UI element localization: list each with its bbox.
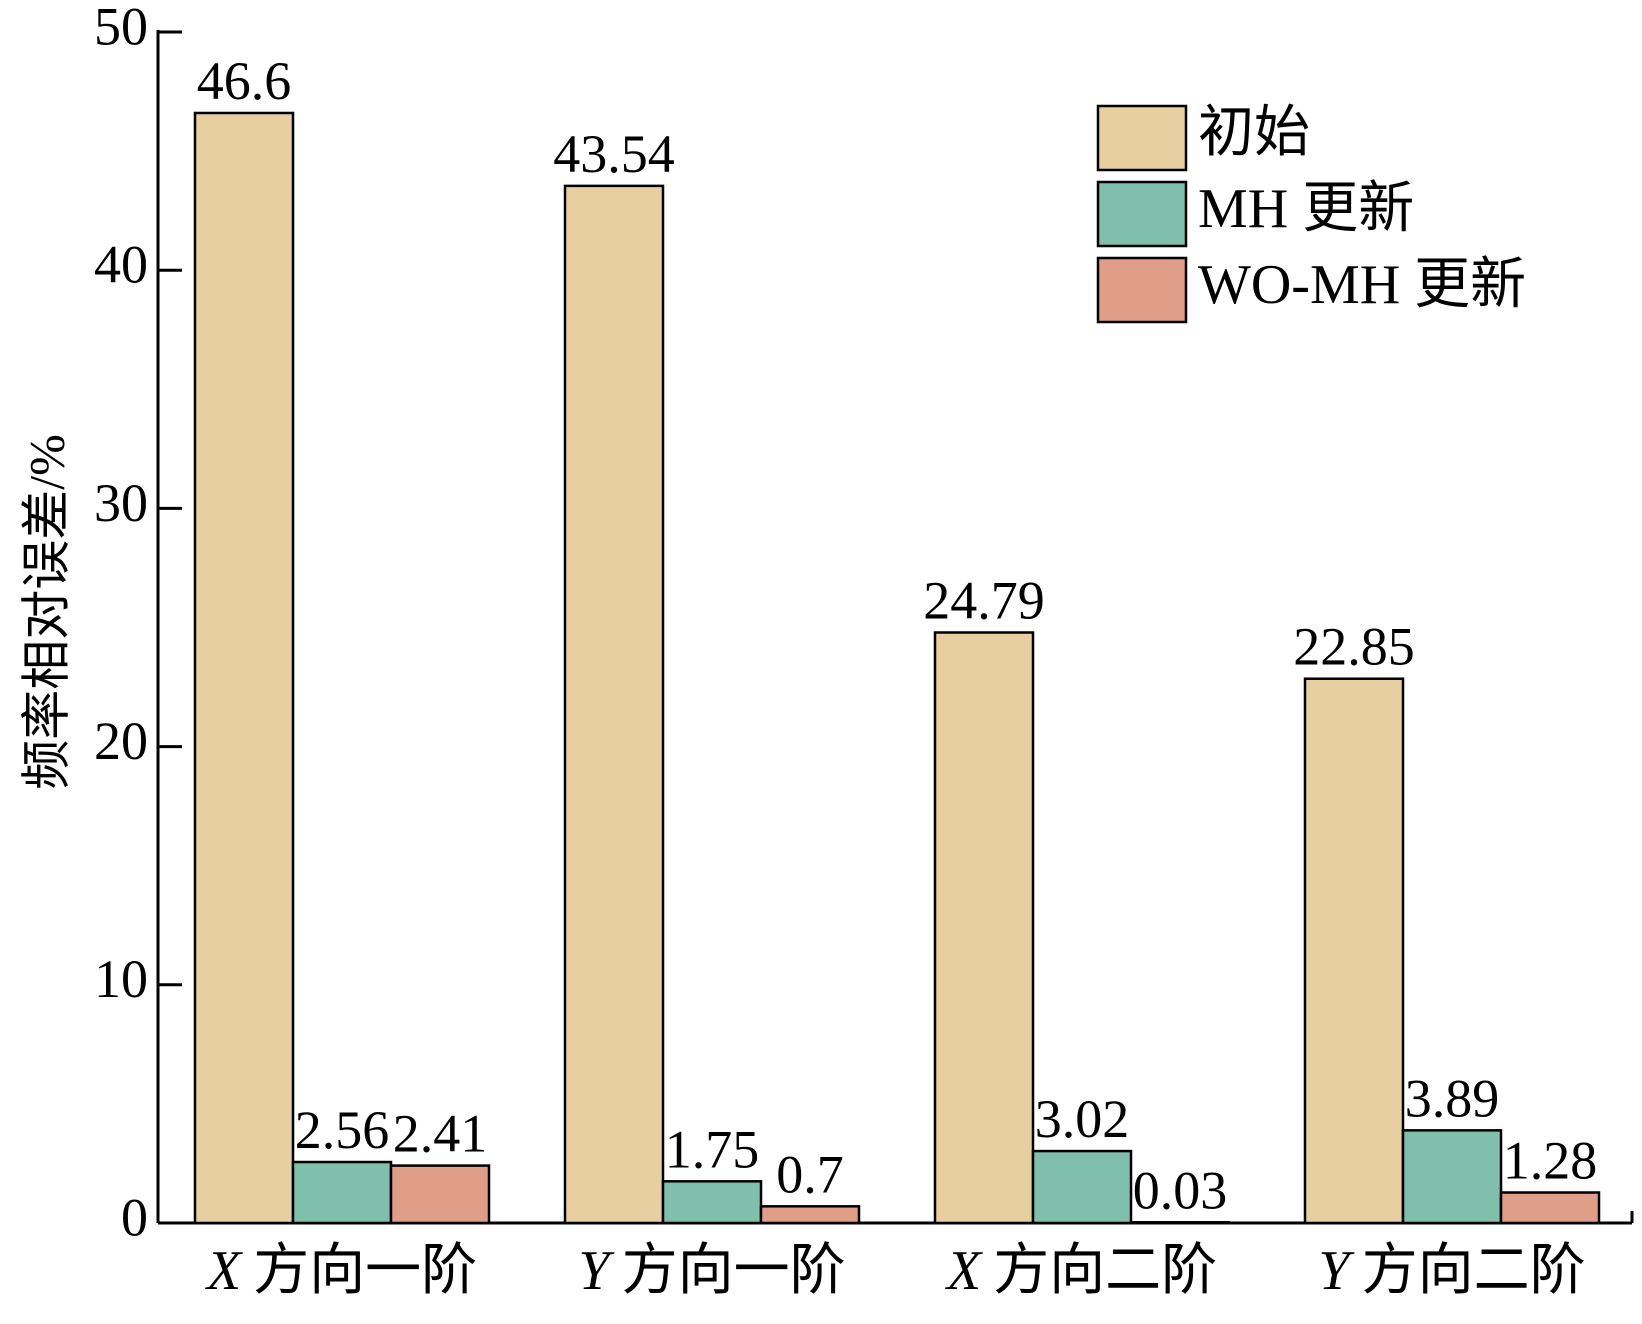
bar	[661, 1180, 763, 1225]
data-labels: 46.6 43.54 24.79 22.85 2.56 1.75 3.02 3.89 2.41 0…	[197, 51, 1598, 1220]
bar	[759, 1205, 861, 1225]
bar	[1129, 1221, 1231, 1225]
legend: 初始 MH 更新 WO-MH 更新	[1096, 102, 1526, 324]
bar	[389, 1164, 491, 1225]
legend-item: 初始	[1096, 102, 1310, 172]
y-tick-label: 0	[121, 1187, 148, 1247]
data-label: 1.28	[1503, 1131, 1598, 1191]
y-tick-label: 40	[94, 235, 148, 295]
bar	[1031, 1149, 1133, 1225]
data-label: 0.03	[1133, 1160, 1228, 1220]
x-category-label: Y 方向一阶	[578, 1240, 845, 1302]
bar	[1401, 1129, 1503, 1225]
bars	[193, 111, 1601, 1225]
data-label: 22.85	[1293, 617, 1415, 677]
legend-item: MH 更新	[1096, 178, 1414, 248]
y-tick-label: 10	[94, 949, 148, 1009]
bar	[291, 1160, 393, 1225]
legend-label: 初始	[1198, 102, 1310, 164]
data-label: 3.02	[1035, 1089, 1130, 1149]
bar	[1499, 1191, 1601, 1225]
data-label: 24.79	[923, 571, 1045, 631]
data-label: 46.6	[197, 51, 292, 111]
data-label: 3.89	[1405, 1068, 1500, 1128]
x-category-label: Y 方向二阶	[1318, 1240, 1585, 1302]
y-axis-label: 频率相对误差/%	[18, 434, 74, 790]
bar	[193, 111, 295, 1225]
legend-swatch	[1096, 180, 1188, 248]
legend-label: MH 更新	[1198, 178, 1414, 240]
bar	[1303, 677, 1405, 1225]
bar	[933, 631, 1035, 1225]
y-tick-label: 20	[94, 711, 148, 771]
axes: 0 10 20 30 40 50 X 方向一阶 Y 方向一阶 X 方向二阶 Y 方向二阶	[94, 0, 1634, 1302]
legend-item: WO-MH 更新	[1096, 254, 1526, 324]
legend-swatch	[1096, 104, 1188, 172]
data-label: 43.54	[553, 124, 675, 184]
bar	[563, 184, 665, 1225]
x-category-label: X 方向一阶	[205, 1240, 477, 1302]
legend-swatch	[1096, 256, 1188, 324]
data-label: 0.7	[776, 1144, 844, 1204]
legend-label: WO-MH 更新	[1198, 254, 1526, 316]
y-tick-label: 30	[94, 473, 148, 533]
x-category-label: X 方向二阶	[945, 1240, 1217, 1302]
data-label: 2.41	[393, 1104, 488, 1164]
y-tick-label: 50	[94, 0, 148, 56]
data-label: 2.56	[295, 1100, 390, 1160]
data-label: 1.75	[665, 1119, 760, 1179]
